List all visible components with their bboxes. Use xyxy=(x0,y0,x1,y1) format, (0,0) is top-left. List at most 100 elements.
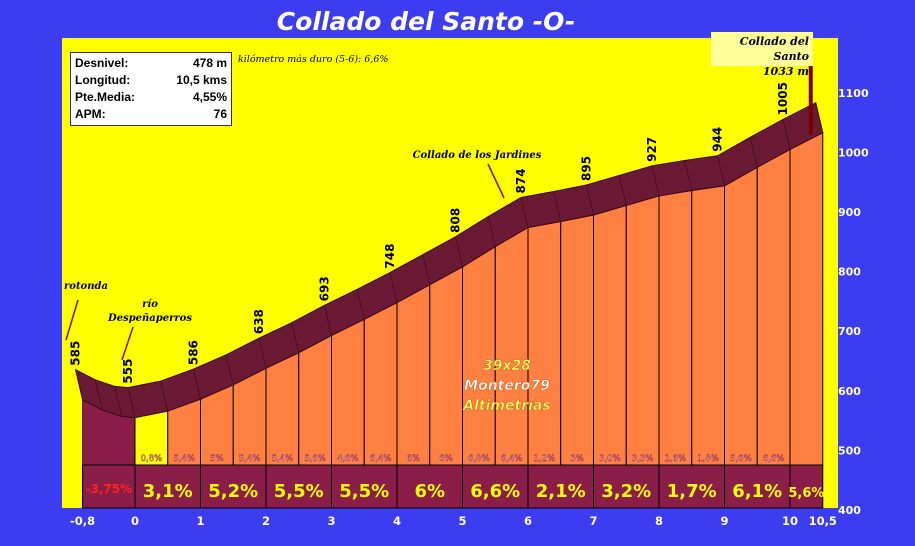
half-km-slope-label: 6% xyxy=(439,454,453,464)
stat-label: APM: xyxy=(75,107,106,121)
stat-value: 10,5 kms xyxy=(176,73,227,87)
annotation-despenaperros: Despeñaperros xyxy=(107,313,192,324)
band-rib xyxy=(815,102,824,133)
half-km-slope-label: 5,6% xyxy=(304,454,326,464)
km-slope-label: 5,5% xyxy=(339,481,389,502)
stat-label: Desnivel: xyxy=(75,56,129,70)
x-tick-label: 1 xyxy=(196,514,204,528)
fill-column-13 xyxy=(560,214,594,466)
y-tick-label: 400 xyxy=(838,504,861,517)
y-tick-label: 600 xyxy=(838,385,861,398)
altitude-label: 748 xyxy=(383,244,397,269)
stats-box: Desnivel: 478 m Longitud: 10,5 kms Pte.Med… xyxy=(70,52,232,126)
x-tick-label: 9 xyxy=(720,514,728,528)
km-slope-label: 6,6% xyxy=(470,481,520,502)
y-tick-label: 900 xyxy=(838,206,861,219)
annotation-leader xyxy=(65,299,79,341)
half-km-slope-label: 5,6% xyxy=(730,454,752,464)
x-tick-label: 3 xyxy=(327,514,335,528)
stat-label: Pte.Media: xyxy=(75,90,136,104)
watermark-line: Montero79 xyxy=(464,378,550,394)
y-tick-label: 500 xyxy=(838,444,861,457)
km-slope-box xyxy=(396,464,463,509)
half-km-slope-label: 3% xyxy=(570,454,584,464)
summit-label: Collado del Santo 1033 m xyxy=(711,32,813,78)
band-rib xyxy=(75,369,83,400)
altitude-label: 638 xyxy=(252,309,266,334)
fill-column-10 xyxy=(462,245,496,466)
half-km-slope-label: 6,8% xyxy=(468,454,490,464)
altitude-label: 586 xyxy=(187,340,201,365)
half-km-slope-label: 4,6% xyxy=(337,454,359,464)
band-rib xyxy=(422,254,431,285)
fill-column-15 xyxy=(625,195,660,466)
km-slope-label: 2,1% xyxy=(536,481,586,502)
band-rib xyxy=(618,175,627,206)
band-rib xyxy=(717,155,725,186)
fill-column-12 xyxy=(527,220,562,466)
stat-value: 4,55% xyxy=(192,90,227,104)
km-slope-label: -3,75% xyxy=(85,482,132,496)
fill-column-14 xyxy=(593,204,627,466)
annotation-rotonda: rotonda xyxy=(64,281,108,292)
km-slope-label: 5,2% xyxy=(208,481,258,502)
slope-strip: 0,8% 5,4% 5% 5,4% 5,4% 5,6% 4,6% 6,4% 6% 6% 6,8% 6,… xyxy=(82,454,824,509)
fill-column-7 xyxy=(363,301,398,466)
km-slope-label: 1,7% xyxy=(667,481,717,502)
stat-value: 478 m xyxy=(192,56,227,70)
km-slope-box xyxy=(789,464,824,509)
watermark: 39x28 Montero79 Altimetrías xyxy=(462,358,551,415)
band-rib xyxy=(160,380,169,412)
band-rib xyxy=(487,216,496,247)
band-rib xyxy=(520,197,529,228)
km-slope-box xyxy=(331,464,398,509)
x-tick-label: 10 xyxy=(782,514,798,528)
altitude-label: 555 xyxy=(121,359,135,384)
watermark-line: 39x28 xyxy=(483,358,531,374)
annotation-rio: río xyxy=(142,299,158,310)
band-rib xyxy=(94,379,103,410)
km-slope-label: 6,1% xyxy=(732,481,782,502)
half-km-slope-label: 6,6% xyxy=(763,454,785,464)
stat-row-apm: APM: 76 xyxy=(75,106,227,123)
summit-altitude: 1033 m xyxy=(762,65,809,78)
fill-column-last xyxy=(789,131,824,466)
half-km-slope-label: 3,3% xyxy=(632,454,654,464)
x-tick-label: -0,8 xyxy=(70,514,95,528)
altitude-label: 1005 xyxy=(776,82,790,115)
band-rib xyxy=(324,305,332,336)
altitude-label: 895 xyxy=(580,156,594,181)
km-slope-label: 5,6% xyxy=(788,486,824,501)
stat-row-longitud: Longitud: 10,5 kms xyxy=(75,72,227,89)
stat-label: Longitud: xyxy=(75,73,131,87)
altitude-label: 944 xyxy=(711,127,725,152)
watermark-line: Altimetrías xyxy=(462,398,550,414)
altitude-label: 808 xyxy=(449,208,463,233)
annotation-leader xyxy=(487,163,505,199)
km-slope-box xyxy=(265,464,332,509)
band-rib xyxy=(684,160,693,191)
half-km-slope-label: 3,0% xyxy=(599,454,621,464)
km-slope-box xyxy=(200,464,267,509)
hardest-km-note: kilómetro más duro (5-6): 6,6% xyxy=(238,54,389,65)
band-rib xyxy=(114,386,123,417)
fill-column-8 xyxy=(396,283,431,466)
x-tick-label: 5 xyxy=(458,514,466,528)
fill-column-18 xyxy=(724,166,758,466)
half-km-slope-label: 1,6% xyxy=(665,454,687,464)
annotation-leader xyxy=(121,326,134,361)
annotations: rotonda río Despeñaperros Collado de los Ja… xyxy=(64,150,542,361)
altitude-labels: 585 555 586 638 693 748 808 874 895 927 944 1005 xyxy=(69,82,790,384)
fill-column-4 xyxy=(265,351,300,466)
fill-column-6 xyxy=(331,318,365,466)
y-tick-label: 700 xyxy=(838,325,861,338)
profile-fill xyxy=(82,131,824,509)
x-tick-label: 4 xyxy=(393,514,401,528)
altitude-label: 585 xyxy=(69,341,83,366)
y-tick-label: 1100 xyxy=(838,87,869,100)
fill-column-17 xyxy=(691,185,725,466)
half-km-slope-label: 5% xyxy=(210,454,224,464)
altitude-label: 693 xyxy=(318,276,332,301)
